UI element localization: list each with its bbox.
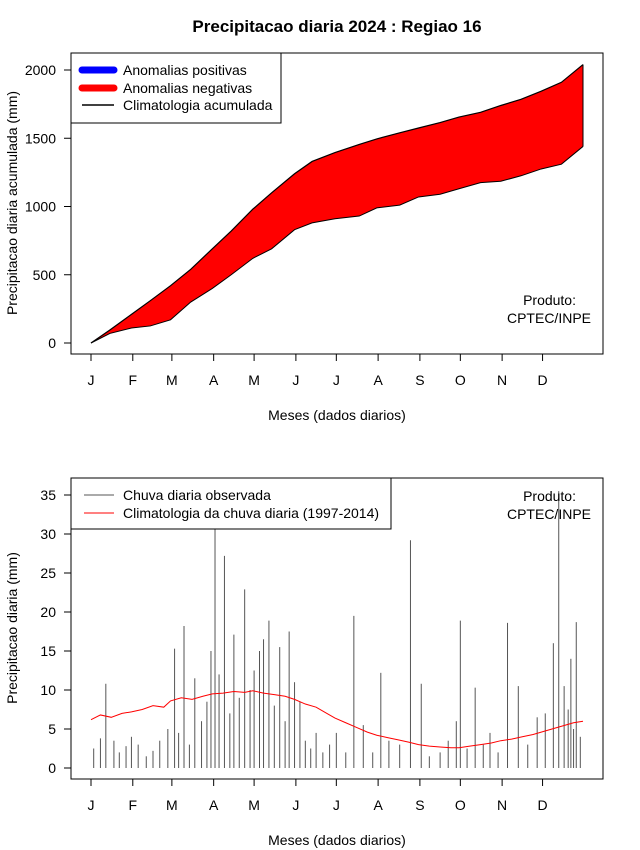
x-tick-label: D xyxy=(537,372,547,388)
daily-bars-layer xyxy=(93,491,581,768)
x-axis-title-top: Meses (dados diarios) xyxy=(268,407,406,423)
x-tick-label: A xyxy=(373,372,383,388)
x-tick-label: A xyxy=(209,797,219,813)
legend-label-daily-climatology: Climatologia da chuva diaria (1997-2014) xyxy=(123,505,379,521)
x-tick-label: O xyxy=(455,372,466,388)
y-tick-label: 1500 xyxy=(25,130,56,146)
x-tick-label: N xyxy=(497,797,507,813)
legend-label-positive: Anomalias positivas xyxy=(123,62,247,78)
x-tick-label: M xyxy=(248,372,260,388)
x-tick-label: A xyxy=(373,797,383,813)
product-label-bottom: Produto: xyxy=(523,488,576,504)
y-axis-bottom: 0 5 10 15 20 25 30 35 xyxy=(40,487,72,776)
y-tick-label: 20 xyxy=(40,604,56,620)
x-tick-label: J xyxy=(333,372,340,388)
daily-climatology-line xyxy=(90,690,584,749)
cumulative-precipitation-panel: 0 500 1000 1500 2000 J F M A M J J A S O N D Meses (dad… xyxy=(4,52,604,423)
x-tick-label: J xyxy=(333,797,340,813)
observed-cumulative-line xyxy=(90,146,584,344)
y-tick-label: 15 xyxy=(40,643,56,659)
x-tick-label: F xyxy=(129,797,138,813)
y-tick-label: 0 xyxy=(48,335,56,351)
legend-label-negative: Anomalias negativas xyxy=(123,80,252,96)
chart-title: Precipitacao diaria 2024 : Regiao 16 xyxy=(192,17,481,36)
product-label-top: Produto: xyxy=(523,292,576,308)
x-tick-label: J xyxy=(292,797,299,813)
y-axis-title-bottom: Precipitacao diaria (mm) xyxy=(4,552,20,704)
y-tick-label: 5 xyxy=(48,721,56,737)
product-source-bottom: CPTEC/INPE xyxy=(507,506,591,522)
x-tick-label: J xyxy=(292,372,299,388)
x-tick-label: M xyxy=(166,372,178,388)
legend-label-observed: Chuva diaria observada xyxy=(123,487,271,503)
x-axis-title-bottom: Meses (dados diarios) xyxy=(268,832,406,848)
climatology-cumulative-line xyxy=(90,64,584,344)
anomaly-area-layer xyxy=(91,64,583,343)
x-tick-label: M xyxy=(166,797,178,813)
product-source-top: CPTEC/INPE xyxy=(507,310,591,326)
y-tick-label: 30 xyxy=(40,526,56,542)
x-tick-label: O xyxy=(455,797,466,813)
y-tick-label: 25 xyxy=(40,565,56,581)
negative-anomaly-area xyxy=(91,64,583,343)
y-tick-label: 2000 xyxy=(25,62,56,78)
y-axis-top: 0 500 1000 1500 2000 xyxy=(25,62,72,351)
legend-bottom: Chuva diaria observada Climatologia da c… xyxy=(70,477,392,530)
daily-precipitation-panel: 0 5 10 15 20 25 30 35 J F M A M J J A S O N D Meses (dados… xyxy=(4,477,604,848)
y-tick-label: 10 xyxy=(40,682,56,698)
legend-top: Anomalias positivas Anomalias negativas … xyxy=(70,52,282,124)
y-tick-label: 1000 xyxy=(25,199,56,215)
x-tick-label: S xyxy=(415,797,424,813)
x-tick-label: J xyxy=(88,372,95,388)
legend-box-bottom xyxy=(70,477,392,530)
legend-label-climatology: Climatologia acumulada xyxy=(123,97,273,113)
y-tick-label: 0 xyxy=(48,760,56,776)
climatology-line-layer xyxy=(90,690,584,749)
x-tick-label: F xyxy=(129,372,138,388)
y-tick-label: 500 xyxy=(33,267,57,283)
x-tick-label: N xyxy=(497,372,507,388)
x-tick-label: S xyxy=(415,372,424,388)
x-tick-label: A xyxy=(209,372,219,388)
y-tick-label: 35 xyxy=(40,487,56,503)
x-tick-label: J xyxy=(88,797,95,813)
cumulative-line-layer xyxy=(90,64,584,344)
x-tick-label: D xyxy=(537,797,547,813)
y-axis-title-top: Precipitacao diaria acumulada (mm) xyxy=(4,91,20,315)
x-tick-label: M xyxy=(248,797,260,813)
